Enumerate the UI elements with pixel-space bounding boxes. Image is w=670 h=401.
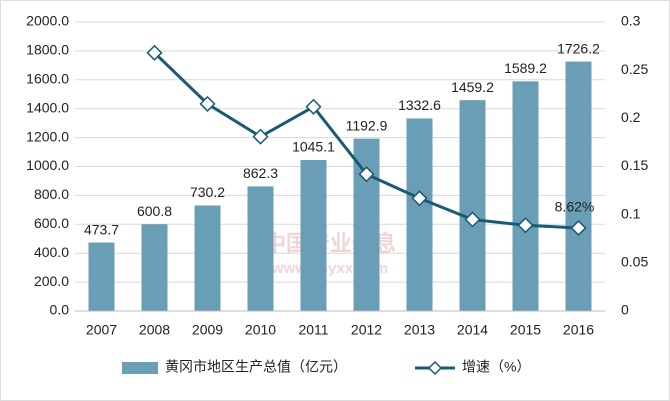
x-tick-label: 2011 (298, 322, 328, 338)
marker (570, 219, 587, 237)
bar-value-label: 473.7 (84, 221, 119, 237)
x-tick-label: 2009 (192, 322, 223, 338)
bar-value-label: 1332.6 (398, 97, 441, 113)
bar-value-label: 1045.1 (292, 139, 335, 155)
bar (88, 242, 115, 311)
y-tick-label: 2000.0 (26, 13, 69, 29)
x-tick-label: 2007 (86, 322, 117, 338)
bar-value-label: 1589.2 (504, 60, 547, 76)
y-tick-label: 200.0 (34, 273, 69, 289)
bar (141, 224, 168, 311)
y2-tick-label: 0.05 (621, 254, 648, 270)
marker (252, 128, 269, 145)
marker (146, 44, 163, 61)
bar-value-label: 730.2 (190, 184, 225, 200)
x-tick-label: 2013 (404, 322, 435, 338)
marker (199, 95, 216, 112)
x-tick-label: 2015 (510, 322, 541, 338)
y2-tick-label: 0.1 (621, 205, 641, 221)
marker (411, 190, 428, 207)
bar (247, 186, 274, 311)
x-tick-label: 2010 (245, 322, 276, 338)
marker (358, 166, 375, 183)
x-tick-label: 2008 (139, 322, 170, 338)
y2-tick-label: 0.3 (621, 13, 641, 29)
y-tick-label: 1600.0 (26, 71, 69, 87)
y-tick-label: 400.0 (34, 244, 69, 260)
legend-label: 黄冈市地区生产总值（亿元） (165, 359, 347, 375)
y2-tick-label: 0 (621, 302, 629, 318)
x-tick-label: 2014 (457, 322, 488, 338)
bar-value-label: 1192.9 (346, 117, 388, 133)
marker (464, 211, 481, 228)
bar (406, 118, 433, 311)
bar-value-label: 862.3 (243, 165, 278, 181)
bar-value-label: 1459.2 (451, 79, 494, 95)
legend-label: 增速（%） (462, 359, 530, 375)
y2-tick-label: 0.25 (621, 61, 648, 77)
bar (565, 61, 592, 311)
y2-tick-label: 0.15 (621, 157, 648, 173)
y-tick-label: 1200.0 (26, 128, 69, 144)
legend-swatch (427, 360, 443, 376)
y-tick-label: 1800.0 (26, 42, 69, 58)
bar (194, 205, 221, 311)
bar-value-label: 1726.2 (557, 40, 600, 56)
x-tick-label: 2016 (563, 322, 594, 338)
y-tick-label: 600.0 (34, 215, 69, 231)
legend-swatch (122, 362, 158, 374)
line-value-label: 8.62% (555, 199, 595, 215)
bar (459, 100, 486, 311)
y-tick-label: 1400.0 (26, 99, 69, 115)
marker (517, 217, 534, 234)
x-tick-label: 2012 (351, 322, 382, 338)
bar (300, 159, 327, 311)
y-tick-label: 1000.0 (26, 157, 69, 173)
y-tick-label: 0.0 (50, 302, 70, 318)
y2-tick-label: 0.2 (621, 109, 641, 125)
bar-value-label: 600.8 (137, 203, 172, 219)
y-tick-label: 800.0 (34, 186, 69, 202)
bar (512, 81, 539, 312)
marker (305, 98, 322, 115)
